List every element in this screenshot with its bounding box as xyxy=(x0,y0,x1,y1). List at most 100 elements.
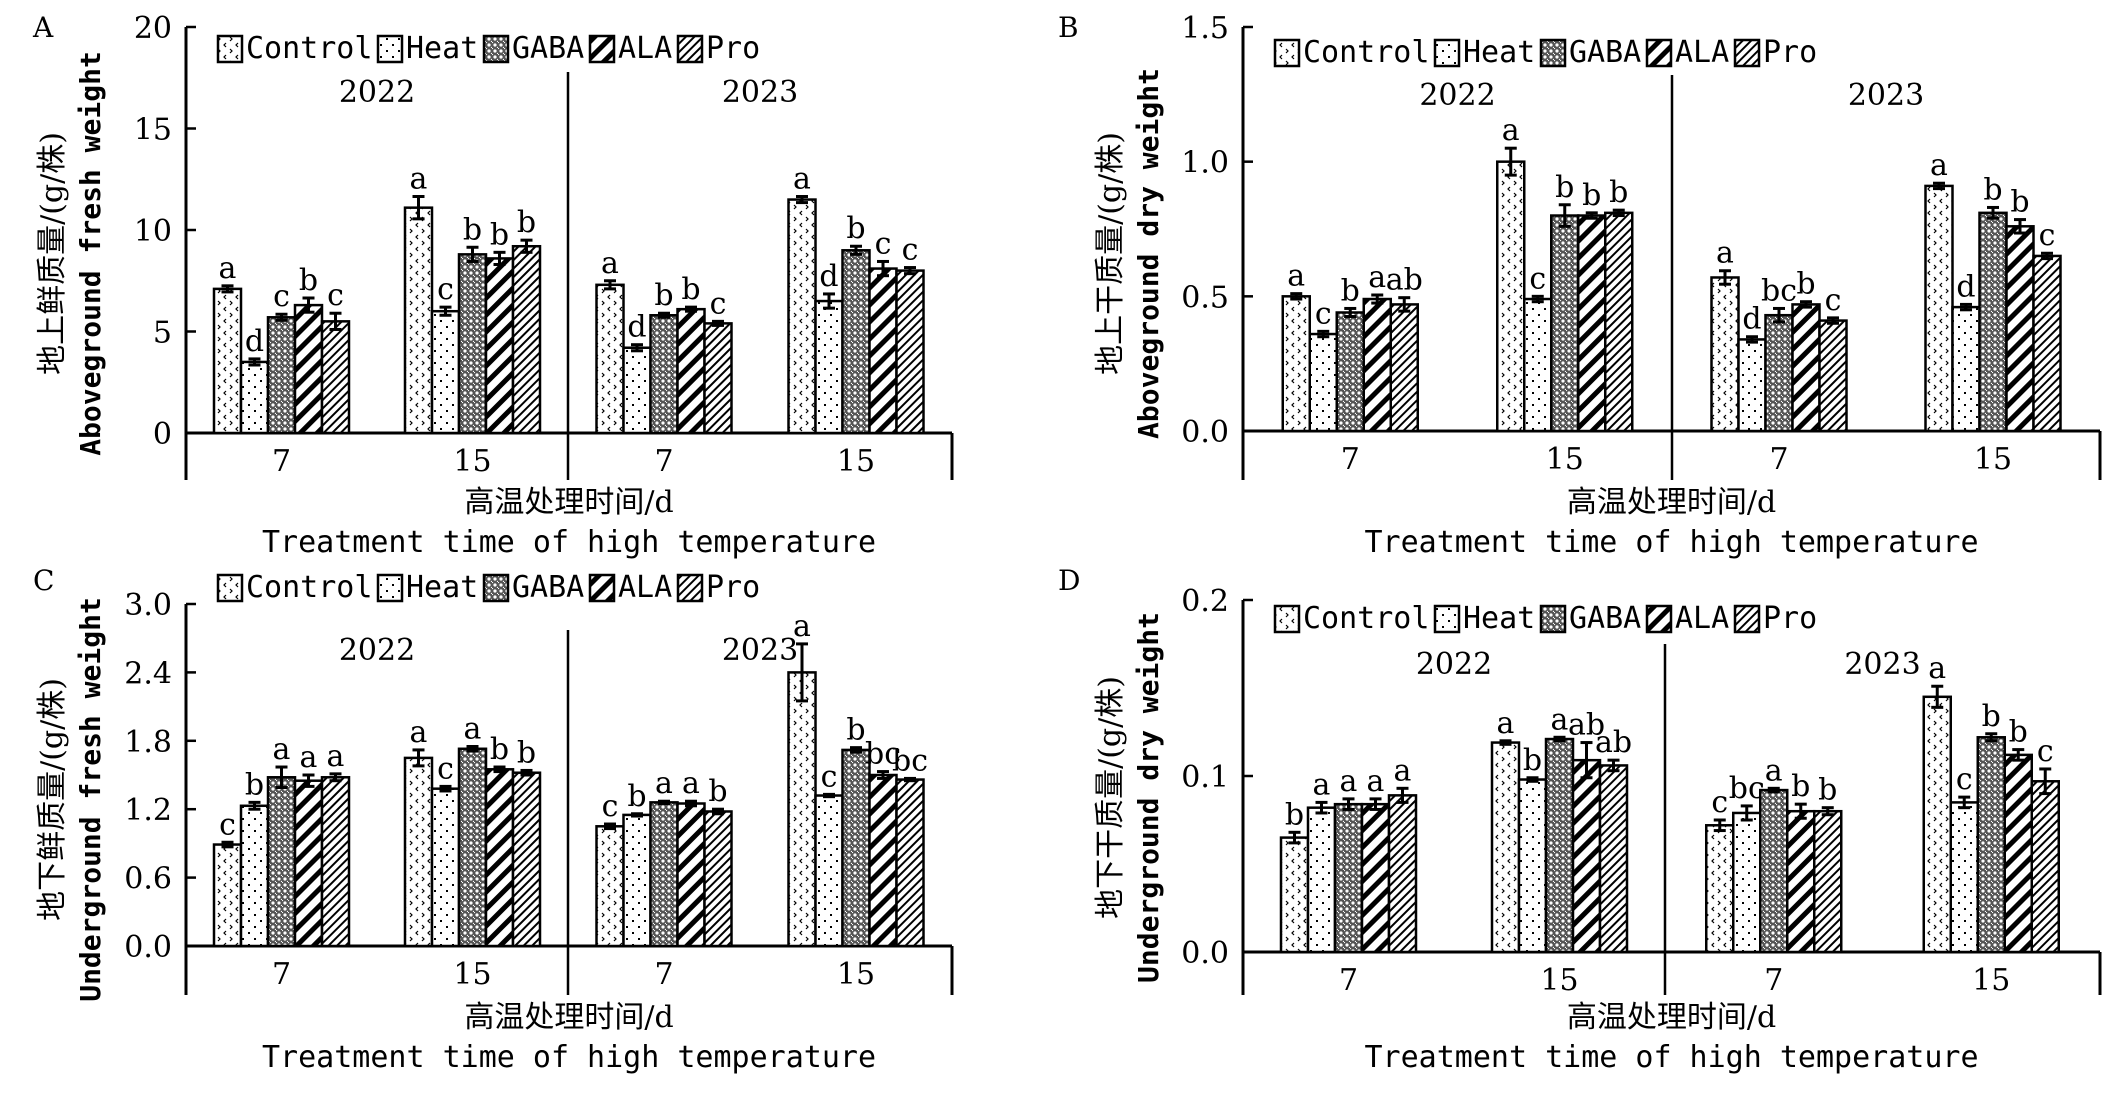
legend-swatch-heat xyxy=(376,573,404,603)
significance-letter: a xyxy=(410,162,428,197)
significance-letter: b xyxy=(2010,185,2029,220)
legend: Control Heat GABA ALA Pro xyxy=(216,31,760,66)
x-tick-label: 7 xyxy=(272,957,291,992)
significance-letter: b xyxy=(627,779,646,814)
significance-letter: a xyxy=(300,740,318,775)
significance-letter: c xyxy=(437,272,454,307)
significance-letter: a xyxy=(1551,702,1569,737)
x-axis-label-cn: 高温处理时间/d xyxy=(1567,485,1776,520)
legend-swatch-control xyxy=(216,573,244,603)
panel-d: D 0.0 0.1 0.2 地下干质量/(g/株) Underground dry wei… xyxy=(1058,564,2102,1075)
bar-ala xyxy=(2003,753,2033,954)
legend-label: GABA xyxy=(512,31,584,66)
bar-group: acb bc xyxy=(1922,651,2060,954)
bar-heat xyxy=(1949,801,1979,954)
x-axis-label-cn: 高温处理时间/d xyxy=(464,485,673,520)
bar-ala xyxy=(1362,297,1392,433)
legend-swatch-ala xyxy=(1645,604,1673,634)
bar-group: acb b b xyxy=(403,162,542,435)
y-tick-label: 1.0 xyxy=(1181,146,1229,181)
significance-letter: c xyxy=(1956,762,1973,797)
y-tick-label: 0 xyxy=(153,417,172,452)
y-tick-label: 0.6 xyxy=(124,862,172,897)
bar-ala xyxy=(1360,802,1391,954)
significance-letter: a xyxy=(601,246,619,281)
bar-heat xyxy=(814,299,844,435)
significance-letter: b xyxy=(463,212,482,247)
significance-letter: b xyxy=(517,205,536,240)
bar-heat xyxy=(622,813,652,948)
significance-letter: c xyxy=(219,807,236,842)
bar-pro xyxy=(320,776,351,948)
significance-letter: a xyxy=(1765,753,1783,788)
significance-letter: d xyxy=(819,259,838,294)
bar-heat xyxy=(1523,297,1553,433)
significance-letter: ab xyxy=(1595,725,1632,760)
bar-control xyxy=(1922,695,1952,954)
x-tick-label: 7 xyxy=(1764,963,1783,998)
y-axis-label-cn: 地上干质量/(g/株) xyxy=(1093,132,1128,375)
bar-heat xyxy=(1951,305,1981,433)
significance-letter: b xyxy=(1609,175,1628,210)
x-tick-label: 15 xyxy=(837,957,875,992)
bar-pro xyxy=(703,810,733,948)
y-tick-label: 1.2 xyxy=(124,793,172,828)
legend-swatch-ala xyxy=(588,573,616,603)
legend-swatch-gaba xyxy=(482,573,510,603)
bar-pro xyxy=(703,322,733,435)
significance-letter: b xyxy=(1582,178,1601,213)
bar-control xyxy=(1710,276,1740,433)
y-tick-label: 2.4 xyxy=(124,656,172,691)
x-tick-label: 15 xyxy=(1974,442,2012,477)
significance-letter: a xyxy=(793,162,811,197)
bar-control xyxy=(1705,824,1735,954)
y-axis-label-cn: 地上鲜质量/(g/株) xyxy=(35,132,70,375)
bar-heat xyxy=(1737,338,1767,433)
y-axis-label-en: Underground fresh weight xyxy=(74,597,107,1002)
legend: Control Heat GABA ALA Pro xyxy=(1273,601,1817,636)
bar-group: cba a a xyxy=(212,732,351,948)
bar-control xyxy=(212,287,243,435)
panel-label: C xyxy=(33,564,54,597)
year-label-2022: 2022 xyxy=(1419,78,1495,113)
significance-letter: b xyxy=(490,217,509,252)
significance-letter: a xyxy=(1367,764,1385,799)
legend-label: ALA xyxy=(618,570,672,605)
y-tick-label: 1.5 xyxy=(1181,11,1229,46)
y-tick-label: 10 xyxy=(134,214,172,249)
x-tick-label: 7 xyxy=(1769,442,1788,477)
bar-control xyxy=(787,198,817,435)
significance-letter: d xyxy=(1956,269,1975,304)
bar-heat xyxy=(1517,778,1548,954)
significance-letter: c xyxy=(1315,296,1332,331)
legend-label: Control xyxy=(1303,35,1429,70)
bar-heat xyxy=(1306,806,1337,954)
significance-letter: b xyxy=(846,713,865,748)
legend-label: Pro xyxy=(706,31,760,66)
significance-letter: c xyxy=(602,789,619,824)
legend-swatch-control xyxy=(216,34,244,64)
significance-letter: c xyxy=(1825,283,1842,318)
significance-letter: c xyxy=(327,278,344,313)
x-tick-label: 15 xyxy=(1540,963,1578,998)
significance-letter: c xyxy=(875,226,892,261)
significance-letter: a xyxy=(1930,148,1948,183)
legend-label: Control xyxy=(246,570,372,605)
legend-label: Pro xyxy=(706,570,760,605)
legend: Control Heat GABA ALA Pro xyxy=(1273,35,1817,70)
bar-heat xyxy=(814,794,844,948)
significance-letter: c xyxy=(902,233,919,268)
bar-gaba xyxy=(841,748,871,948)
significance-letter: a xyxy=(793,609,811,644)
y-axis-label-cn: 地下鲜质量/(g/株) xyxy=(35,678,70,921)
bar-pro xyxy=(2032,254,2062,433)
significance-letter: b xyxy=(1982,699,2001,734)
bar-group: adc b c xyxy=(212,251,351,435)
significance-letter: a xyxy=(1287,259,1305,294)
bar-group: c bca b b xyxy=(1705,753,1843,954)
significance-letter: a xyxy=(327,739,345,774)
